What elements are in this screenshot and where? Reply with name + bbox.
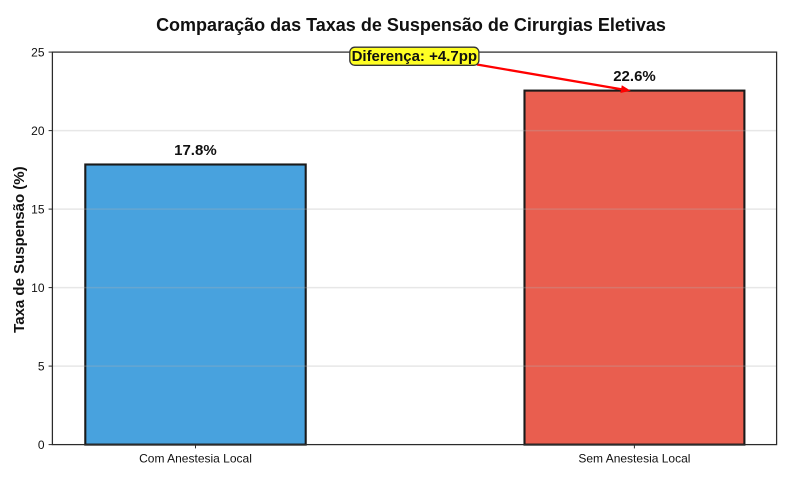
- svg-text:10: 10: [31, 281, 45, 295]
- svg-text:Com Anestesia Local: Com Anestesia Local: [139, 451, 252, 465]
- svg-text:5: 5: [38, 360, 45, 374]
- svg-text:Taxa de Suspensão (%): Taxa de Suspensão (%): [11, 166, 28, 332]
- svg-text:25: 25: [31, 46, 45, 60]
- svg-text:0: 0: [38, 438, 45, 452]
- svg-text:Diferença: +4.7pp: Diferença: +4.7pp: [352, 48, 477, 65]
- svg-text:15: 15: [31, 203, 45, 217]
- svg-text:Comparação das Taxas de Suspen: Comparação das Taxas de Suspensão de Cir…: [156, 15, 666, 35]
- svg-text:20: 20: [31, 124, 45, 138]
- svg-text:22.6%: 22.6%: [613, 68, 656, 85]
- svg-text:Sem Anestesia Local: Sem Anestesia Local: [578, 451, 690, 465]
- svg-text:17.8%: 17.8%: [174, 142, 217, 159]
